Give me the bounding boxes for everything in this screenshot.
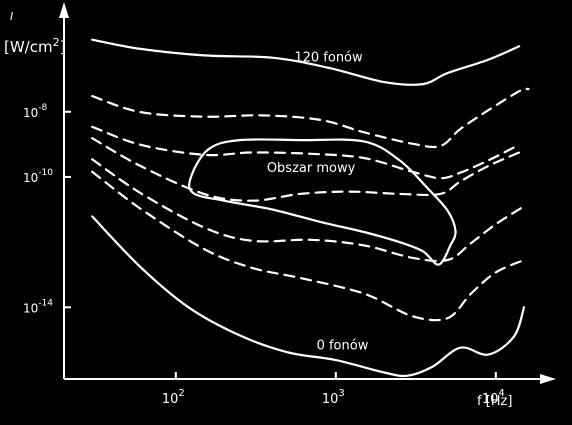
- x-axis-arrow-icon: [540, 374, 556, 384]
- x-tick-label-0: 102: [162, 388, 185, 407]
- y-ticks: 10-8 10-10 10-14: [23, 103, 71, 315]
- annotations: 120 fonów Obszar mowy 0 fonów: [267, 50, 369, 353]
- annotation-label-2: 0 fonów: [317, 339, 369, 354]
- x-tick-label-2: 104: [482, 388, 505, 407]
- loudness-curve-2: [91, 125, 521, 180]
- annotation-label-1: Obszar mowy: [267, 161, 356, 176]
- y-axis-arrow-icon: [59, 2, 69, 18]
- loudness-curve-1: [91, 87, 530, 149]
- loudness-curve-6: [91, 215, 526, 378]
- y-tick-label-1: 10-10: [23, 168, 53, 185]
- axes: [59, 2, 556, 384]
- loudness-curve-5: [91, 170, 526, 322]
- loudness-curve-4: [91, 158, 526, 263]
- x-tick-label-1: 103: [322, 388, 345, 407]
- y-axis-label-unit: [W/cm2]: [4, 36, 65, 56]
- y-axis-label-symbol: I: [10, 10, 13, 23]
- annotation-label-0: 120 fonów: [294, 50, 363, 65]
- loudness-curve-0: [91, 38, 521, 86]
- speech-area-outline: [188, 138, 457, 266]
- speech-area-region: [188, 138, 457, 266]
- x-axis-label: f [Hz]: [477, 394, 512, 409]
- loudness-curve-3: [91, 137, 521, 202]
- y-tick-label-0: 10-8: [23, 103, 48, 120]
- series-group: [91, 38, 530, 378]
- x-ticks: 102 103 104: [162, 372, 505, 407]
- y-tick-label-2: 10-14: [23, 298, 53, 315]
